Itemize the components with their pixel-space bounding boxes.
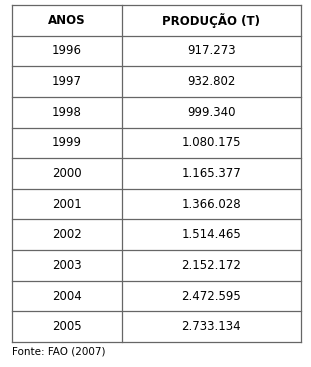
Text: 2000: 2000 <box>52 167 82 180</box>
Text: 932.802: 932.802 <box>187 75 236 88</box>
Text: 1.165.377: 1.165.377 <box>182 167 241 180</box>
Text: 2002: 2002 <box>52 228 82 241</box>
Text: 2003: 2003 <box>52 259 82 272</box>
Text: 1998: 1998 <box>52 106 82 119</box>
Text: 1996: 1996 <box>52 44 82 58</box>
Text: ANOS: ANOS <box>48 14 86 27</box>
Text: 2004: 2004 <box>52 290 82 302</box>
Text: 2.472.595: 2.472.595 <box>182 290 241 302</box>
Text: 917.273: 917.273 <box>187 44 236 58</box>
Text: 2.152.172: 2.152.172 <box>182 259 241 272</box>
Text: 2005: 2005 <box>52 320 82 333</box>
Text: 2001: 2001 <box>52 198 82 211</box>
Text: 1999: 1999 <box>52 137 82 149</box>
Text: 2.733.134: 2.733.134 <box>182 320 241 333</box>
Text: 999.340: 999.340 <box>187 106 236 119</box>
Text: Fonte: FAO (2007): Fonte: FAO (2007) <box>12 346 105 356</box>
Text: 1997: 1997 <box>52 75 82 88</box>
Text: 1.366.028: 1.366.028 <box>182 198 241 211</box>
Text: PRODUÇÃO (T): PRODUÇÃO (T) <box>162 13 260 28</box>
Text: 1.080.175: 1.080.175 <box>182 137 241 149</box>
Text: 1.514.465: 1.514.465 <box>182 228 241 241</box>
